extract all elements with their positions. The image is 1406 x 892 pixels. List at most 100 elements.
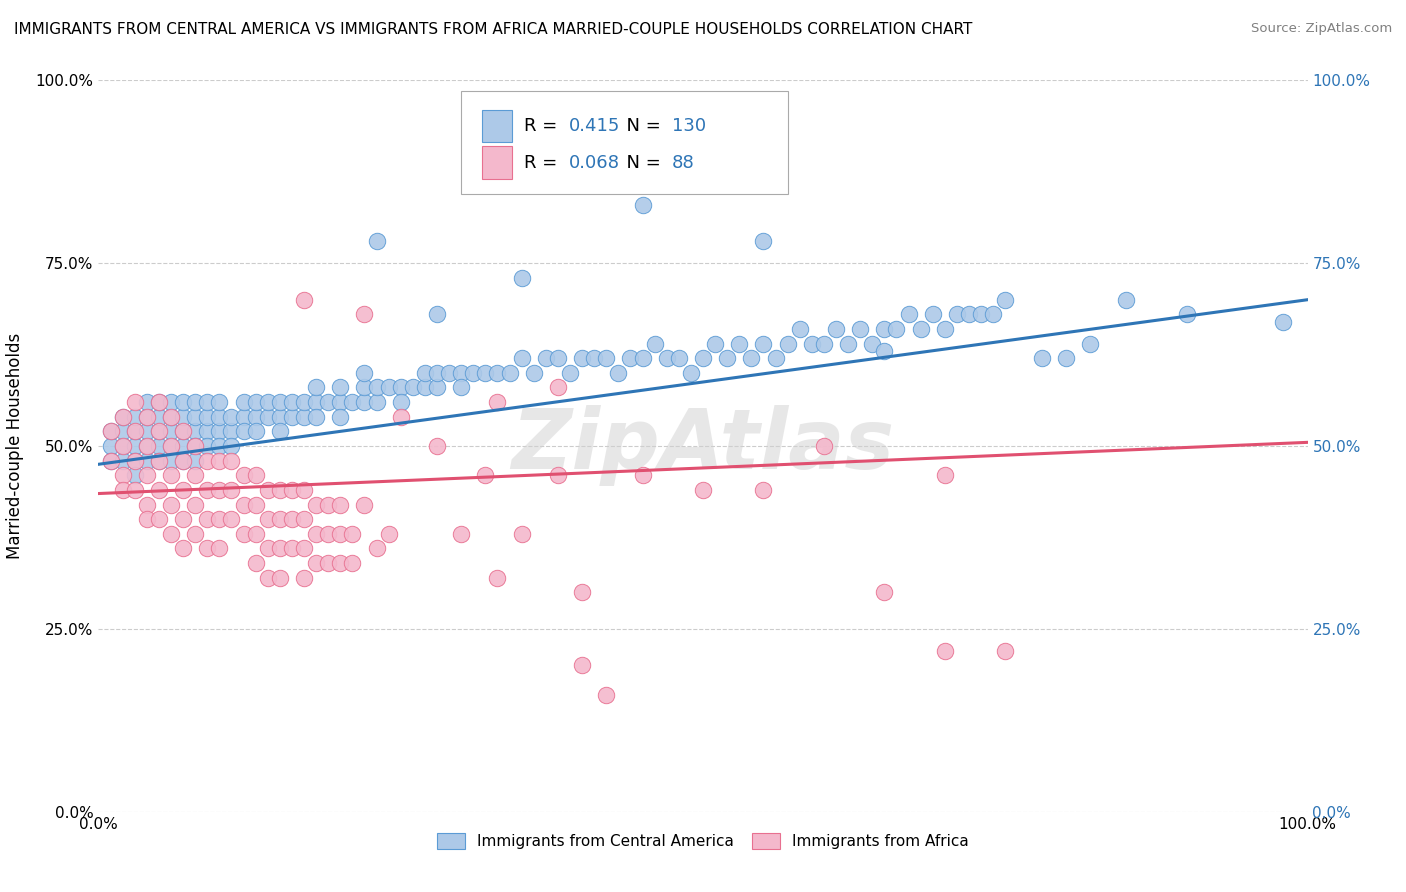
Point: [486, 571, 509, 585]
Point: [353, 395, 375, 409]
Point: [486, 395, 509, 409]
Point: [377, 380, 399, 394]
Point: [1078, 336, 1101, 351]
Point: [124, 439, 146, 453]
Point: [910, 322, 932, 336]
Point: [463, 366, 485, 380]
Point: [172, 439, 194, 453]
Point: [256, 409, 278, 424]
Point: [728, 336, 751, 351]
Point: [679, 366, 702, 380]
Point: [886, 322, 908, 336]
Point: [100, 439, 122, 453]
Point: [366, 234, 388, 248]
Point: [547, 351, 569, 366]
Point: [148, 439, 170, 453]
Point: [100, 453, 122, 467]
Point: [366, 541, 388, 556]
Point: [208, 541, 231, 556]
Point: [111, 468, 134, 483]
Point: [474, 366, 496, 380]
Point: [124, 483, 146, 497]
Point: [160, 439, 183, 453]
Point: [208, 439, 231, 453]
Point: [631, 468, 654, 483]
Text: N =: N =: [614, 153, 666, 171]
Point: [245, 468, 267, 483]
Point: [329, 498, 352, 512]
Point: [426, 380, 449, 394]
Point: [172, 425, 194, 439]
Point: [195, 439, 218, 453]
Point: [1272, 315, 1295, 329]
Point: [148, 409, 170, 424]
Point: [245, 425, 267, 439]
Point: [111, 439, 134, 453]
Point: [281, 541, 304, 556]
Point: [124, 425, 146, 439]
Point: [184, 453, 207, 467]
Point: [124, 425, 146, 439]
Point: [426, 439, 449, 453]
Point: [437, 366, 460, 380]
Point: [366, 380, 388, 394]
Point: [619, 351, 641, 366]
Point: [111, 453, 134, 467]
Point: [195, 395, 218, 409]
Point: [172, 425, 194, 439]
Point: [256, 512, 278, 526]
Point: [329, 556, 352, 570]
Point: [269, 571, 291, 585]
Point: [752, 234, 775, 248]
Point: [281, 512, 304, 526]
Point: [523, 366, 546, 380]
Point: [353, 380, 375, 394]
Point: [160, 395, 183, 409]
Point: [208, 409, 231, 424]
Point: [305, 498, 328, 512]
Point: [208, 453, 231, 467]
Point: [135, 439, 157, 453]
Point: [813, 336, 835, 351]
Point: [208, 395, 231, 409]
Point: [281, 483, 304, 497]
FancyBboxPatch shape: [461, 91, 787, 194]
Point: [160, 425, 183, 439]
Point: [281, 409, 304, 424]
Point: [256, 571, 278, 585]
Point: [148, 483, 170, 497]
Point: [547, 468, 569, 483]
Point: [873, 343, 896, 358]
Point: [172, 541, 194, 556]
Point: [946, 307, 969, 321]
Point: [510, 270, 533, 285]
Text: ZipAtlas: ZipAtlas: [512, 406, 894, 486]
Point: [413, 366, 436, 380]
Point: [486, 366, 509, 380]
Point: [100, 425, 122, 439]
Point: [547, 380, 569, 394]
Point: [934, 644, 956, 658]
Point: [292, 571, 315, 585]
Point: [934, 322, 956, 336]
Text: 130: 130: [672, 117, 706, 135]
Point: [208, 512, 231, 526]
Point: [245, 498, 267, 512]
Point: [1054, 351, 1077, 366]
Point: [124, 409, 146, 424]
Point: [124, 453, 146, 467]
Point: [148, 453, 170, 467]
Point: [305, 380, 328, 394]
Point: [256, 541, 278, 556]
Point: [292, 293, 315, 307]
Point: [292, 409, 315, 424]
Point: [160, 468, 183, 483]
Text: 0.068: 0.068: [569, 153, 620, 171]
Point: [232, 409, 254, 424]
Point: [692, 483, 714, 497]
Point: [571, 585, 593, 599]
Point: [474, 468, 496, 483]
Point: [994, 293, 1017, 307]
Point: [389, 380, 412, 394]
Point: [172, 453, 194, 467]
